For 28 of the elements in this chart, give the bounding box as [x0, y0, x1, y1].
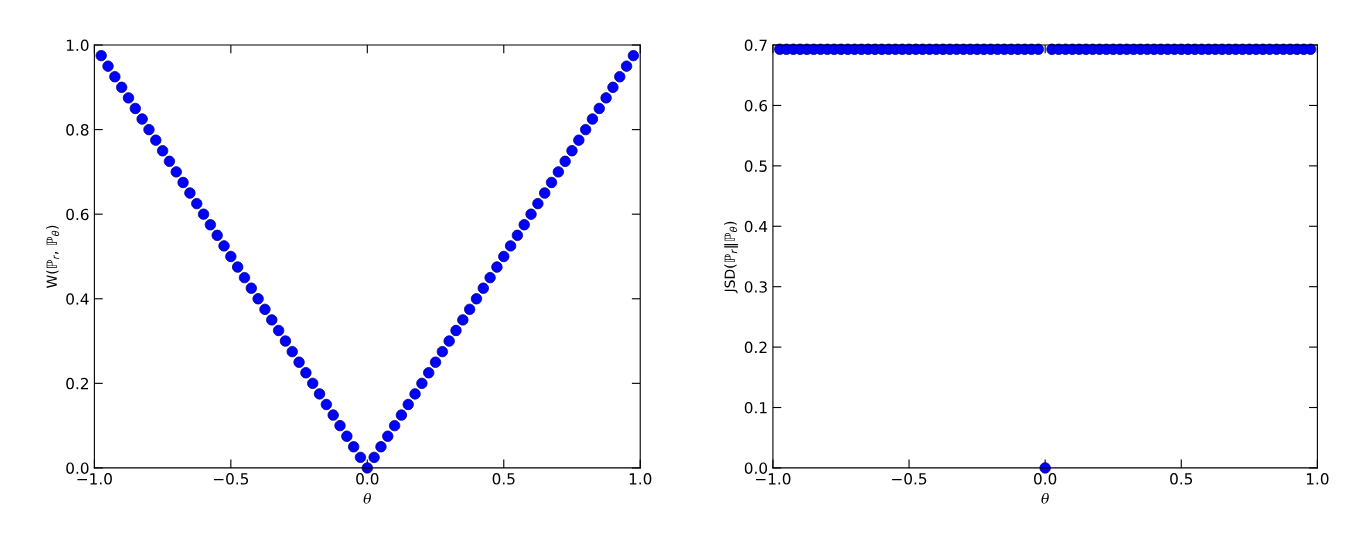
y-tick-label: 0.0 — [66, 462, 89, 474]
x-axis-title: θ — [363, 492, 371, 504]
x-tick-label: 1.0 — [629, 473, 652, 485]
y-tick-label: 0.8 — [66, 124, 89, 136]
y-axis-title: JSD(ℙ$_{r}$‖ℙ$_{θ}$) — [724, 221, 739, 294]
y-tick-label: 0.2 — [744, 341, 767, 354]
x-tick-label: 0.5 — [1170, 473, 1193, 485]
x-tick-label: −1.0 — [77, 473, 112, 485]
y-tick-label: 0.7 — [744, 39, 767, 52]
y-tick-label: 0.0 — [744, 462, 768, 474]
x-tick-label: 0.0 — [356, 473, 379, 485]
y-tick-label: 0.4 — [66, 293, 89, 305]
x-tick-label: 0.0 — [1034, 473, 1057, 485]
x-tick-label: −0.5 — [892, 473, 927, 485]
x-tick-label: −1.0 — [755, 473, 791, 485]
x-axis-title: θ — [1041, 492, 1049, 504]
y-tick-label: 0.2 — [66, 377, 88, 390]
x-tick-label: 1.0 — [1306, 473, 1329, 485]
y-tick-label: 0.3 — [744, 281, 767, 293]
x-tick-label: 0.5 — [492, 473, 515, 485]
x-tick-label: −0.5 — [213, 473, 249, 485]
y-tick-label: 0.6 — [744, 99, 768, 112]
y-tick-label: 0.1 — [744, 401, 767, 414]
y-tick-label: 0.6 — [66, 208, 89, 221]
y-tick-label: 1.0 — [66, 39, 89, 52]
y-tick-label: 0.4 — [744, 220, 768, 233]
y-axis-title: W(ℙ$_{r}$, ℙ$_{θ}$) — [46, 225, 60, 288]
y-tick-label: 0.5 — [744, 160, 767, 172]
